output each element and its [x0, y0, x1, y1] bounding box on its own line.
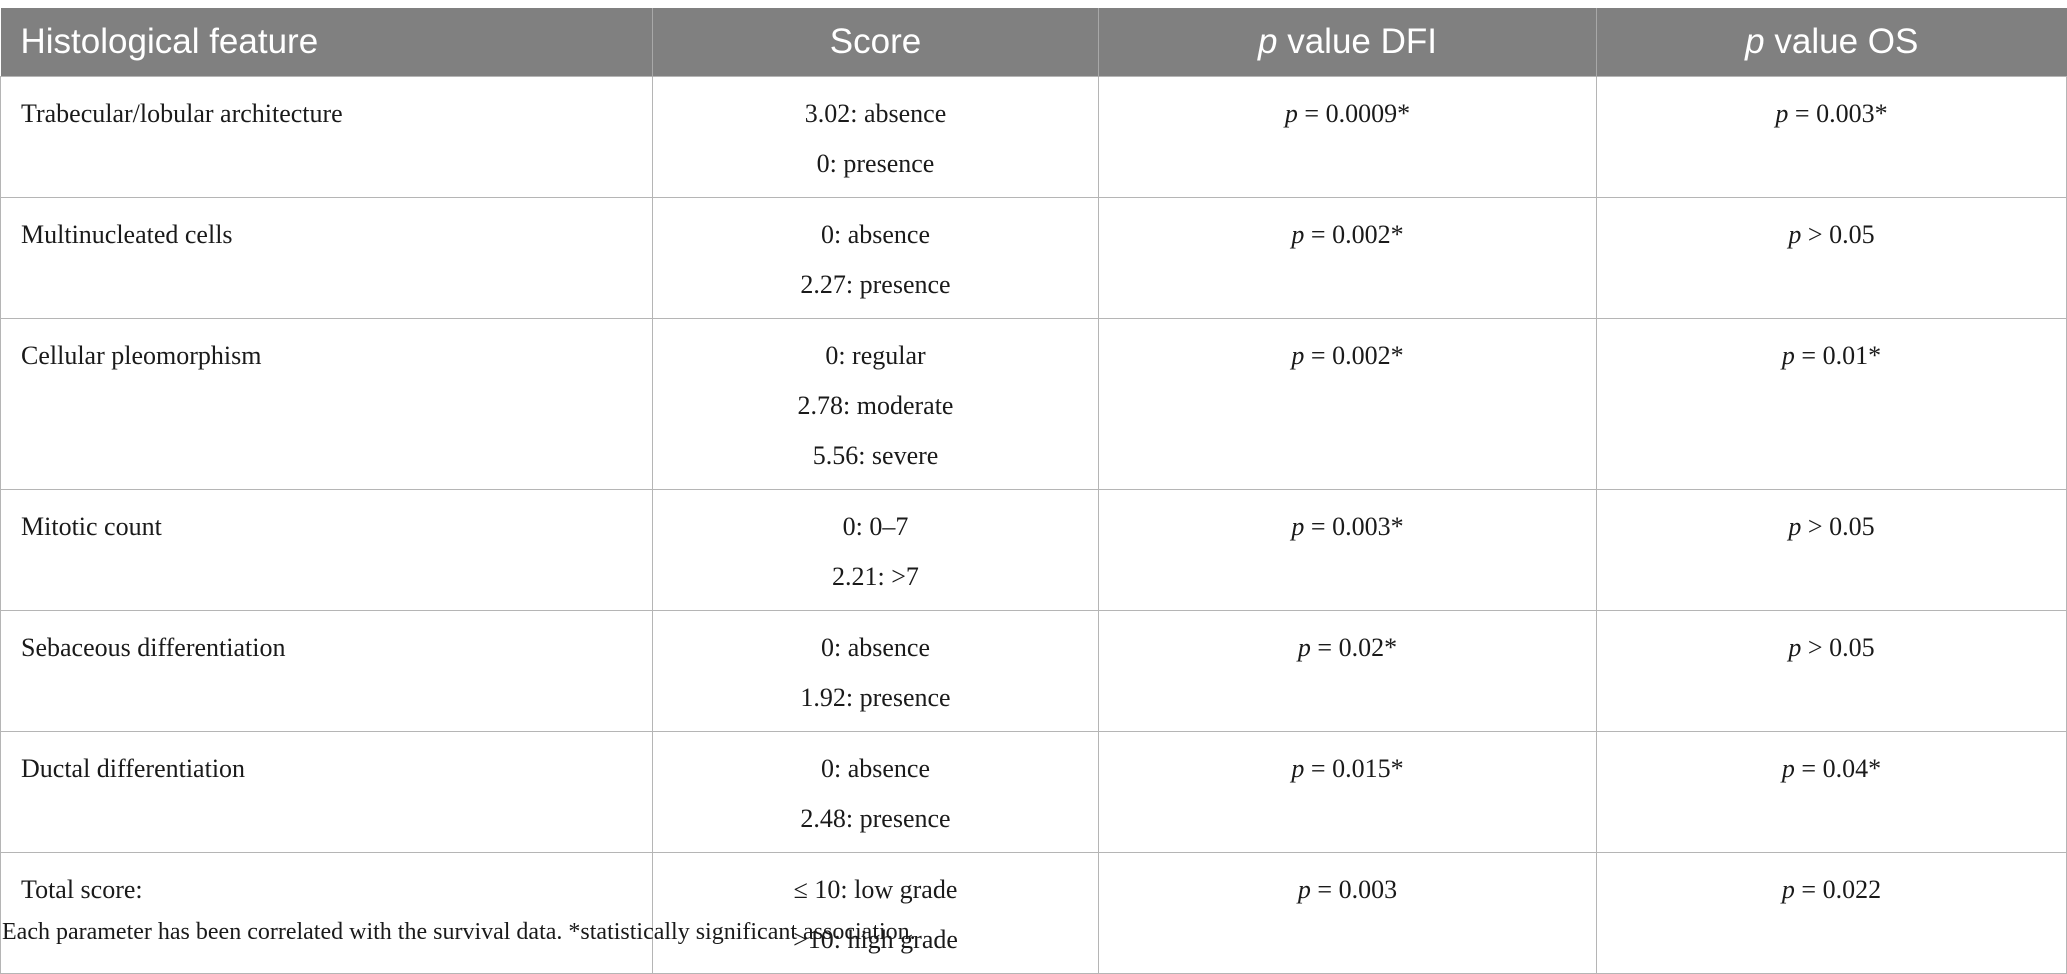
- feature-cell: Cellular pleomorphism: [0, 318, 653, 490]
- table-row: Total score: ≤ 10: low grade >10: high gra…: [0, 852, 2067, 974]
- pvalue-os: > 0.05: [1801, 633, 1875, 662]
- pvalue-os-cell: p > 0.05: [1596, 197, 2067, 319]
- pvalue-os-cell: p > 0.05: [1596, 610, 2067, 732]
- pvalue-dfi-cell: p = 0.015*: [1098, 731, 1597, 853]
- feature-cell: Mitotic count: [0, 489, 653, 611]
- header-row: Histological feature Score p value DFI p…: [0, 8, 2067, 77]
- pvalue-dfi-cell: p = 0.02*: [1098, 610, 1597, 732]
- score-cell: ≤ 10: low grade >10: high grade: [652, 852, 1099, 974]
- score-line: 0: regular: [825, 341, 926, 370]
- score-line: >10: high grade: [793, 925, 958, 954]
- p-symbol: p: [1745, 22, 1765, 61]
- score-line: ≤ 10: low grade: [793, 875, 958, 904]
- pvalue-dfi: = 0.0009*: [1297, 99, 1411, 128]
- pvalue-dfi: = 0.015*: [1304, 754, 1404, 783]
- p-symbol: p: [1284, 99, 1298, 128]
- score-line: 2.78: moderate: [797, 391, 954, 420]
- score-line: 2.21: >7: [832, 562, 919, 591]
- table-row: Ductal differentiation 0: absence 2.48: pr…: [0, 731, 2067, 853]
- pvalue-os: = 0.003*: [1788, 99, 1888, 128]
- table-row: Sebaceous differentiation 0: absence 1.92:…: [0, 610, 2067, 732]
- pvalue-dfi-cell: p = 0.002*: [1098, 197, 1597, 319]
- score-line: 3.02: absence: [804, 99, 947, 128]
- feature-cell: Ductal differentiation: [0, 731, 653, 853]
- p-symbol: p: [1291, 220, 1305, 249]
- score-cell: 3.02: absence 0: presence: [652, 76, 1099, 198]
- pvalue-os-cell: p = 0.04*: [1596, 731, 2067, 853]
- p-symbol: p: [1297, 875, 1311, 904]
- header-dfi-label: value DFI: [1287, 22, 1437, 61]
- score-line: 5.56: severe: [812, 441, 939, 470]
- score-line: 0: absence: [820, 633, 930, 662]
- score-line: 2.48: presence: [800, 804, 951, 833]
- score-line: 0: absence: [820, 220, 930, 249]
- p-symbol: p: [1781, 875, 1795, 904]
- pvalue-os-cell: p = 0.01*: [1596, 318, 2067, 490]
- table-footnote: Each parameter has been correlated with …: [2, 919, 916, 945]
- header-feature: Histological feature: [0, 8, 653, 77]
- feature-cell: Total score:: [0, 852, 653, 974]
- pvalue-os: > 0.05: [1801, 512, 1875, 541]
- p-symbol: p: [1788, 220, 1802, 249]
- p-symbol: p: [1775, 99, 1789, 128]
- pvalue-dfi-cell: p = 0.003*: [1098, 489, 1597, 611]
- pvalue-os-cell: p > 0.05: [1596, 489, 2067, 611]
- score-cell: 0: absence 1.92: presence: [652, 610, 1099, 732]
- p-symbol: p: [1781, 341, 1795, 370]
- p-symbol: p: [1258, 22, 1278, 61]
- header-pvalue-dfi: p value DFI: [1098, 8, 1597, 77]
- table-row: Cellular pleomorphism 0: regular 2.78: mod…: [0, 318, 2067, 490]
- pvalue-os-cell: p = 0.022: [1596, 852, 2067, 974]
- histology-score-table: Histological feature Score p value DFI p…: [0, 8, 2067, 974]
- score-line: 0: presence: [816, 149, 935, 178]
- pvalue-dfi-cell: p = 0.002*: [1098, 318, 1597, 490]
- table-row: Trabecular/lobular architecture 3.02: abs…: [0, 76, 2067, 198]
- pvalue-dfi-cell: p = 0.003: [1098, 852, 1597, 974]
- feature-cell: Multinucleated cells: [0, 197, 653, 319]
- p-symbol: p: [1291, 341, 1305, 370]
- table-row: Multinucleated cells 0: absence 2.27: pres…: [0, 197, 2067, 319]
- score-line: 2.27: presence: [800, 270, 951, 299]
- p-symbol: p: [1291, 512, 1305, 541]
- p-symbol: p: [1297, 633, 1311, 662]
- pvalue-dfi: = 0.003*: [1304, 512, 1404, 541]
- header-score: Score: [652, 8, 1099, 77]
- pvalue-os: > 0.05: [1801, 220, 1875, 249]
- pvalue-os: = 0.022: [1794, 875, 1882, 904]
- score-cell: 0: absence 2.27: presence: [652, 197, 1099, 319]
- score-cell: 0: absence 2.48: presence: [652, 731, 1099, 853]
- pvalue-dfi: = 0.02*: [1310, 633, 1398, 662]
- pvalue-dfi: = 0.002*: [1304, 220, 1404, 249]
- table-body: Trabecular/lobular architecture 3.02: abs…: [0, 76, 2067, 974]
- score-cell: 0: regular 2.78: moderate 5.56: severe: [652, 318, 1099, 490]
- p-symbol: p: [1788, 512, 1802, 541]
- table-row: Mitotic count 0: 0–7 2.21: >7 p = 0.003* p >…: [0, 489, 2067, 611]
- score-cell: 0: 0–7 2.21: >7: [652, 489, 1099, 611]
- p-symbol: p: [1781, 754, 1795, 783]
- p-symbol: p: [1788, 633, 1802, 662]
- feature-cell: Sebaceous differentiation: [0, 610, 653, 732]
- pvalue-dfi: = 0.002*: [1304, 341, 1404, 370]
- feature-cell: Trabecular/lobular architecture: [0, 76, 653, 198]
- score-line: 0: 0–7: [842, 512, 909, 541]
- pvalue-os: = 0.01*: [1794, 341, 1882, 370]
- header-pvalue-os: p value OS: [1596, 8, 2067, 77]
- p-symbol: p: [1291, 754, 1305, 783]
- pvalue-os: = 0.04*: [1794, 754, 1882, 783]
- table-container: Histological feature Score p value DFI p…: [0, 8, 2067, 974]
- pvalue-dfi: = 0.003: [1310, 875, 1398, 904]
- pvalue-dfi-cell: p = 0.0009*: [1098, 76, 1597, 198]
- pvalue-os-cell: p = 0.003*: [1596, 76, 2067, 198]
- score-line: 1.92: presence: [800, 683, 951, 712]
- score-line: 0: absence: [820, 754, 930, 783]
- header-os-label: value OS: [1774, 22, 1919, 61]
